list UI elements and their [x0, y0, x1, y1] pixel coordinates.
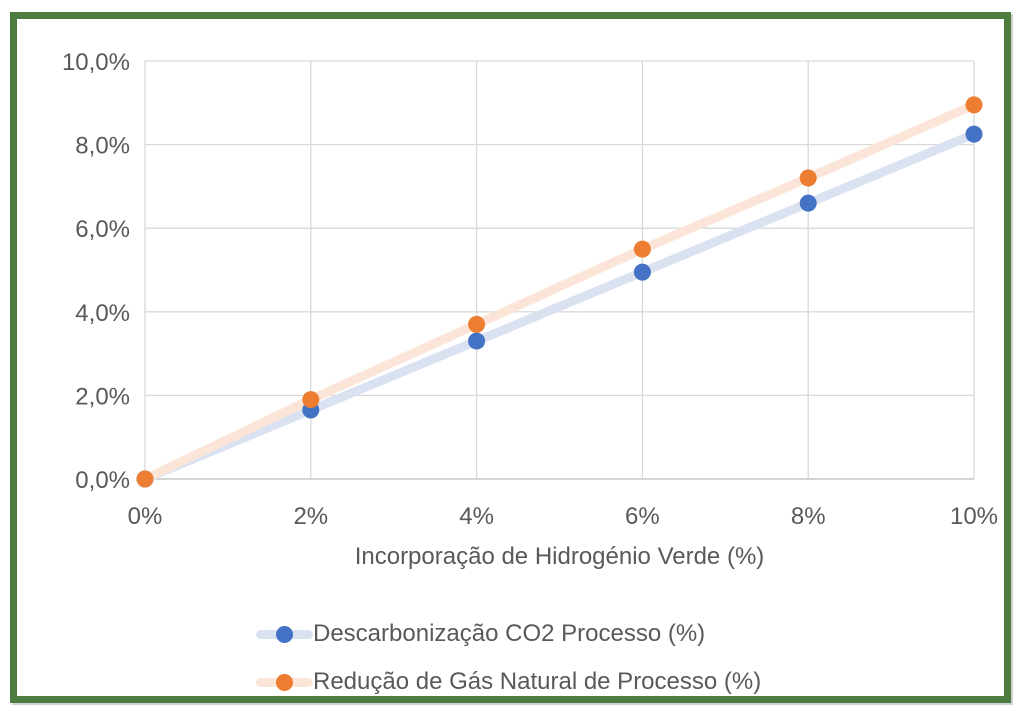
y-tick-label: 8,0%: [75, 133, 130, 160]
data-point-marker-series2: [136, 470, 154, 488]
data-point-marker-series1: [965, 125, 983, 143]
x-tick-label: 10%: [950, 503, 998, 530]
x-tick-label: 2%: [293, 503, 328, 530]
data-point-marker-series2: [302, 391, 320, 409]
x-tick-label: 4%: [459, 503, 494, 530]
series-line-1: [140, 129, 979, 484]
data-point-marker-series1: [633, 263, 651, 281]
x-tick-label: 6%: [625, 503, 660, 530]
y-tick-label: 6,0%: [75, 216, 130, 243]
legend-series1-label: Descarbonização CO2 Processo (%): [313, 620, 706, 647]
y-tick-label: 10,0%: [62, 49, 130, 76]
legend-item-descarbonizacao-co2: Descarbonização CO2 Processo (%): [256, 617, 761, 651]
x-axis-title: Incorporação de Hidrogénio Verde (%): [354, 543, 765, 570]
legend-series1-marker-icon: [256, 617, 313, 651]
data-point-marker-series1: [799, 194, 817, 212]
data-point-marker-series1: [136, 470, 154, 488]
data-point-marker-series2: [799, 169, 817, 187]
legend: Descarbonização CO2 Processo (%) Redução…: [256, 617, 761, 699]
legend-series2-label: Redução de Gás Natural de Processo (%): [313, 668, 762, 695]
x-tick-label: 8%: [791, 503, 826, 530]
y-tick-label: 2,0%: [75, 383, 130, 410]
y-tick-label: 0,0%: [75, 467, 130, 494]
y-tick-label: 4,0%: [75, 300, 130, 327]
legend-series2-marker-icon: [256, 665, 313, 699]
legend-item-reducao-gas-natural: Redução de Gás Natural de Processo (%): [256, 665, 761, 699]
data-point-marker-series1: [302, 401, 320, 419]
data-point-marker-series2: [468, 315, 486, 333]
series-line-2: [140, 100, 979, 484]
chart-frame: 0,0% 2,0% 4,0% 6,0% 8,0% 10,0% 0% 2% 4% 6% 8% 10% I…: [10, 12, 1011, 703]
x-tick-label: 0%: [128, 503, 163, 530]
data-point-marker-series2: [965, 96, 983, 114]
data-point-marker-series1: [468, 332, 486, 350]
data-point-marker-series2: [633, 240, 651, 258]
